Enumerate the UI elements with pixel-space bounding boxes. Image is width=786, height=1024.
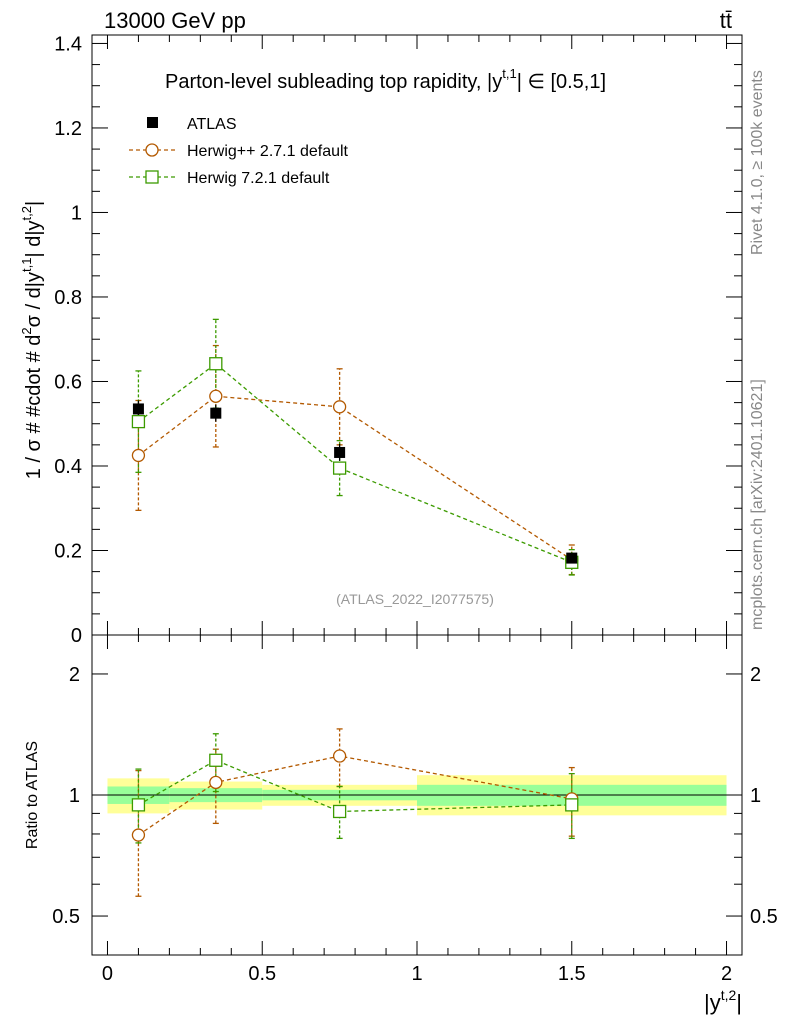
top-herwigpp-line bbox=[138, 395, 573, 561]
x-tick-label: 0 bbox=[102, 963, 113, 985]
top-atlas-point bbox=[132, 403, 144, 415]
x-axis-label: |yt,2| bbox=[704, 987, 742, 1015]
top-herwigpp-point bbox=[332, 400, 347, 414]
process-label: tt̄ bbox=[720, 8, 732, 33]
top-herwig7-line bbox=[138, 362, 573, 563]
x-tick-label: 1.5 bbox=[558, 963, 586, 985]
top-y-tick-label: 1.2 bbox=[54, 118, 82, 140]
top-y-tick-label: 1 bbox=[71, 202, 82, 224]
x-tick-label: 1 bbox=[411, 963, 422, 985]
ratio-herwig7-point bbox=[131, 798, 146, 812]
legend: ATLAS Herwig++ 2.7.1 default Herwig 7.2.… bbox=[129, 116, 349, 187]
top-herwigpp-point bbox=[209, 389, 223, 403]
legend-herwig7-label: Herwig 7.2.1 default bbox=[187, 170, 330, 187]
ratio-herwigpp-point bbox=[332, 749, 347, 763]
top-herwigpp-point bbox=[131, 448, 146, 463]
ratio-herwig7-point bbox=[332, 804, 347, 819]
top-y-axis-label: 1 / σ # #cdot # d2σ / d|yt,1| d|yt,2| bbox=[19, 201, 45, 479]
legend-atlas-marker bbox=[147, 117, 158, 128]
top-y-tick-label: 0.2 bbox=[54, 540, 82, 562]
x-tick-label: 0.5 bbox=[248, 963, 276, 985]
top-y-tick-label: 0.4 bbox=[54, 456, 82, 478]
rivet-side-label: Rivet 4.1.0, ≥ 100k events bbox=[749, 70, 766, 255]
ratio-herwigpp-line bbox=[138, 755, 572, 836]
ratio-herwig7-line bbox=[138, 759, 572, 813]
ratio-herwigpp-point bbox=[131, 828, 146, 842]
legend-herwig7-marker bbox=[145, 170, 159, 184]
top-herwig7-point bbox=[131, 414, 146, 429]
top-y-tick-label: 0 bbox=[71, 625, 82, 647]
bottom-y-tick-label-right: 2 bbox=[750, 664, 761, 686]
top-atlas-point bbox=[210, 407, 222, 419]
ratio-herwig7-point bbox=[209, 753, 223, 767]
data-marks bbox=[131, 318, 579, 897]
top-atlas-point bbox=[334, 446, 346, 458]
top-y-tick-label: 0.8 bbox=[54, 287, 82, 309]
axis-ticks: 0 0.5 1 1.5 2 0 0.2 0.4 0.6 0.8 1 1.2 1.4 0.5 0.5 1 1 2 2 bbox=[52, 33, 778, 985]
top-atlas-point bbox=[566, 552, 578, 564]
ratio-herwigpp-point bbox=[209, 775, 223, 790]
bottom-y-tick-label-right: 1 bbox=[750, 785, 761, 807]
bottom-y-axis-label: Ratio to ATLAS bbox=[24, 741, 41, 849]
top-herwig7-point bbox=[209, 357, 223, 371]
top-y-tick-label: 0.6 bbox=[54, 371, 82, 393]
x-tick-label: 2 bbox=[721, 963, 732, 985]
ratio-herwig7-point bbox=[565, 798, 579, 812]
energy-label: 13000 GeV pp bbox=[104, 8, 246, 33]
analysis-watermark: (ATLAS_2022_I2077575) bbox=[336, 591, 494, 607]
bottom-y-tick-label-left: 2 bbox=[69, 664, 80, 686]
bottom-y-tick-label-left: 1 bbox=[69, 785, 80, 807]
bottom-y-tick-label-left: 0.5 bbox=[52, 906, 80, 928]
top-herwig7-point bbox=[332, 461, 347, 475]
legend-herwigpp-label: Herwig++ 2.7.1 default bbox=[187, 143, 349, 160]
plot-title: Parton-level subleading top rapidity, |y… bbox=[165, 66, 606, 93]
source-side-label: mcplots.cern.ch [arXiv:2401.10621] bbox=[749, 379, 766, 630]
top-y-tick-label: 1.4 bbox=[54, 33, 82, 55]
legend-herwigpp-marker bbox=[145, 143, 159, 157]
bottom-y-tick-label-right: 0.5 bbox=[750, 906, 778, 928]
legend-atlas-label: ATLAS bbox=[187, 116, 237, 133]
